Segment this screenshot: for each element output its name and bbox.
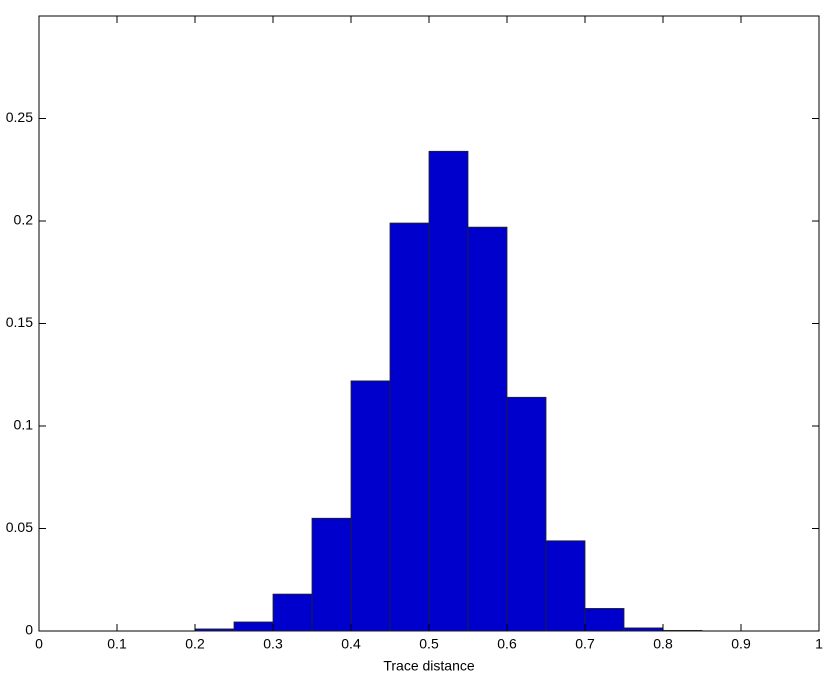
bar	[272, 593, 313, 632]
y-tick-label: 0	[25, 622, 33, 638]
bar	[350, 380, 391, 632]
y-tick-label: 0.1	[14, 417, 34, 433]
x-tick-label: 0.5	[419, 636, 439, 652]
bar	[662, 629, 703, 632]
bar	[389, 222, 430, 632]
x-tick-label: 0.7	[575, 636, 595, 652]
y-tick-label: 0.15	[6, 314, 33, 330]
y-tick-label: 0.2	[14, 212, 34, 228]
x-tick-label: 0.8	[653, 636, 673, 652]
x-tick-label: 0.6	[497, 636, 517, 652]
y-tick-label: 0.05	[6, 519, 33, 535]
x-axis-label: Trace distance	[383, 658, 475, 674]
x-tick-label: 0.3	[263, 636, 283, 652]
bar	[623, 627, 664, 632]
bar	[428, 150, 469, 632]
x-tick-label: 1	[815, 636, 823, 652]
bar	[233, 621, 274, 632]
x-tick-label: 0	[35, 636, 43, 652]
x-tick-label: 0.9	[731, 636, 751, 652]
bar	[545, 540, 586, 632]
bar	[506, 396, 547, 632]
x-tick-label: 0.1	[107, 636, 127, 652]
bar	[584, 608, 625, 632]
y-tick-label: 0.25	[6, 109, 33, 125]
bar	[467, 226, 508, 632]
bar	[311, 517, 352, 632]
x-tick-label: 0.2	[185, 636, 205, 652]
bar	[194, 628, 235, 632]
x-tick-label: 0.4	[341, 636, 361, 652]
